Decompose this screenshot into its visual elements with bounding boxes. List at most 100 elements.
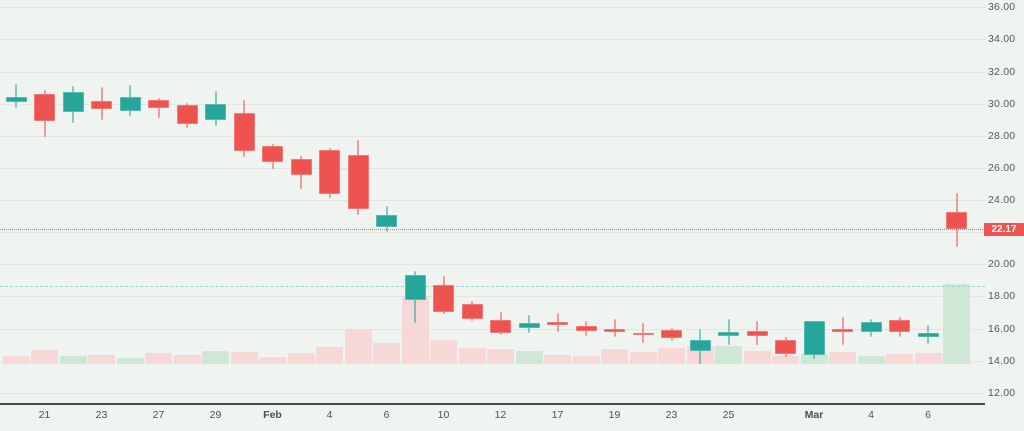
- volume-bar: [88, 355, 115, 364]
- candle-body: [5, 97, 27, 102]
- price-tick-label: 18.00: [988, 290, 1016, 303]
- gridline: [0, 392, 985, 394]
- candle-body: [319, 150, 340, 194]
- price-tick-label: 12.00: [988, 386, 1016, 399]
- date-tick-label: 27: [152, 409, 165, 421]
- volume-bar: [544, 355, 571, 364]
- price-tick-label: 14.00: [988, 354, 1016, 367]
- volume-bar: [145, 353, 172, 364]
- gridline: [0, 232, 985, 234]
- last-price-label: 22.17: [991, 223, 1017, 235]
- last-price-badge: 22.17: [984, 222, 1024, 236]
- candle-body: [176, 105, 198, 125]
- volume-bar: [658, 348, 685, 364]
- volume-bar: [715, 346, 742, 364]
- gridline: [0, 296, 985, 298]
- candle-body: [689, 339, 711, 351]
- candle-body: [746, 330, 768, 336]
- candle-body: [632, 332, 654, 335]
- volume-bar: [287, 353, 315, 364]
- candle-body: [205, 104, 226, 120]
- candle-body: [461, 303, 483, 319]
- time-axis-separator: [0, 403, 985, 405]
- chart-plot-area[interactable]: [0, 0, 985, 404]
- price-tick-label: 32.00: [988, 65, 1016, 78]
- volume-bar: [230, 352, 258, 364]
- volume-bar: [943, 284, 970, 364]
- volume-bar: [772, 356, 799, 364]
- candle-body: [148, 100, 169, 108]
- candle-body: [262, 146, 283, 163]
- date-tick-label: 4: [326, 409, 333, 421]
- indicator-dashed-line: [0, 286, 985, 288]
- candle-body: [290, 159, 312, 176]
- volume-bar: [259, 357, 286, 364]
- candle-body: [62, 92, 84, 113]
- volume-bar: [886, 354, 913, 364]
- volume-bar: [829, 352, 856, 364]
- volume-bar: [344, 329, 372, 364]
- gridline: [0, 71, 985, 73]
- candle-wick: [613, 318, 616, 337]
- candle-body: [34, 94, 55, 121]
- date-tick-label: 21: [38, 409, 51, 421]
- volume-bar: [458, 348, 486, 364]
- volume-bar: [857, 356, 885, 364]
- price-tick-label: 36.00: [988, 1, 1016, 14]
- candle-body: [775, 339, 796, 355]
- price-tick-label: 20.00: [988, 258, 1016, 271]
- price-axis[interactable]: 36.00 34.00 32.00 30.00 28.00 26.00 24.00 20.00…: [985, 0, 1024, 404]
- date-tick-label: 23: [665, 409, 678, 421]
- candle-body: [661, 330, 682, 339]
- volume-bar: [914, 353, 942, 364]
- date-tick-label: 4: [868, 409, 874, 421]
- last-price-line: [0, 229, 985, 231]
- date-tick-label: 6: [925, 409, 931, 421]
- price-tick-label: 16.00: [988, 322, 1016, 335]
- date-tick-label: 23: [95, 409, 108, 421]
- date-tick-label: 6: [383, 409, 390, 421]
- volume-bar: [743, 351, 771, 364]
- volume-bar: [59, 356, 87, 364]
- candle-body: [860, 322, 882, 333]
- price-tick-label: 30.00: [988, 97, 1016, 110]
- price-tick-label: 34.00: [988, 33, 1016, 46]
- candle-wick: [157, 98, 160, 119]
- candle-body: [490, 319, 511, 333]
- candle-body: [917, 332, 939, 338]
- date-tick-label: 12: [494, 409, 507, 421]
- volume-bar: [2, 356, 30, 364]
- gridline: [0, 264, 985, 266]
- candle-body: [233, 113, 255, 151]
- volume-bar: [515, 351, 543, 364]
- date-tick-label: Feb: [263, 409, 282, 421]
- candle-body: [404, 274, 426, 301]
- date-tick-label: 10: [437, 409, 450, 421]
- candle-body: [347, 155, 369, 209]
- price-tick-label: 26.00: [988, 161, 1016, 174]
- date-tick-label: 19: [608, 409, 621, 421]
- volume-bar: [173, 355, 201, 364]
- candle-body: [376, 215, 397, 228]
- candle-body: [119, 97, 141, 111]
- candle-body: [518, 322, 540, 329]
- volume-bar: [116, 358, 144, 364]
- candle-body: [832, 329, 853, 333]
- candle-body: [889, 319, 910, 332]
- time-axis[interactable]: 21 23 27 29 Feb 4 6 10 12 17 19 23 25 Mar 4 6: [0, 404, 985, 431]
- gridline: [0, 135, 985, 137]
- candle-body: [91, 101, 112, 110]
- volume-bar: [629, 352, 657, 364]
- gridline: [0, 167, 985, 169]
- candle-body: [604, 328, 625, 332]
- volume-bar: [572, 356, 600, 364]
- date-tick-label: 25: [722, 409, 735, 421]
- volume-bar: [202, 351, 229, 364]
- date-tick-label: 17: [551, 409, 564, 421]
- candle-body: [718, 331, 739, 337]
- date-tick-label: 29: [209, 409, 222, 421]
- candle-body: [946, 212, 967, 230]
- candle-wick: [15, 83, 17, 109]
- volume-bar: [430, 340, 457, 364]
